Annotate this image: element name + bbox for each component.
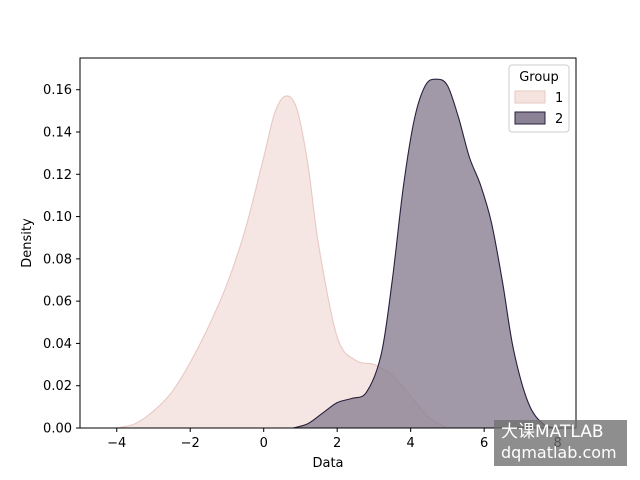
y-tick-label: 0.12 (43, 168, 72, 183)
y-tick-label: 0.14 (43, 126, 72, 141)
y-tick-label: 0.02 (43, 379, 72, 394)
legend-title: Group (519, 70, 559, 85)
density-area-group-2 (293, 79, 558, 428)
x-tick-label: 2 (333, 436, 341, 451)
y-axis-label: Density (20, 218, 35, 268)
y-axis-ticks: 0.00 0.02 0.04 0.06 0.08 0.10 0.12 0.14 0.16 (43, 83, 80, 437)
y-tick-label: 0.10 (43, 210, 72, 225)
x-tick-label: −2 (181, 436, 200, 451)
y-tick-label: 0.04 (43, 337, 72, 352)
y-tick-label: 0.16 (43, 83, 72, 98)
y-tick-label: 0.08 (43, 252, 72, 267)
x-tick-label: 6 (480, 436, 488, 451)
legend: Group 1 2 (508, 64, 570, 133)
x-axis-label: Data (312, 456, 343, 471)
x-tick-label: −4 (107, 436, 126, 451)
legend-label-group-1: 1 (555, 91, 563, 106)
watermark-url: dqmatlab.com (501, 443, 617, 462)
legend-swatch-group-1 (514, 90, 546, 104)
x-tick-label: 4 (407, 436, 415, 451)
watermark-title: 大课MATLAB (501, 422, 604, 442)
density-curve-group-2 (292, 78, 558, 429)
plot-frame (79, 57, 577, 429)
density-area-group-1 (116, 95, 448, 428)
watermark: 大课MATLAB dqmatlab.com (494, 420, 627, 466)
series-layer (116, 78, 558, 429)
legend-swatch-group-2 (514, 111, 546, 125)
x-tick-label: 0 (260, 436, 268, 451)
y-tick-label: 0.00 (43, 422, 72, 437)
legend-label-group-2: 2 (555, 112, 563, 127)
y-tick-label: 0.06 (43, 295, 72, 310)
